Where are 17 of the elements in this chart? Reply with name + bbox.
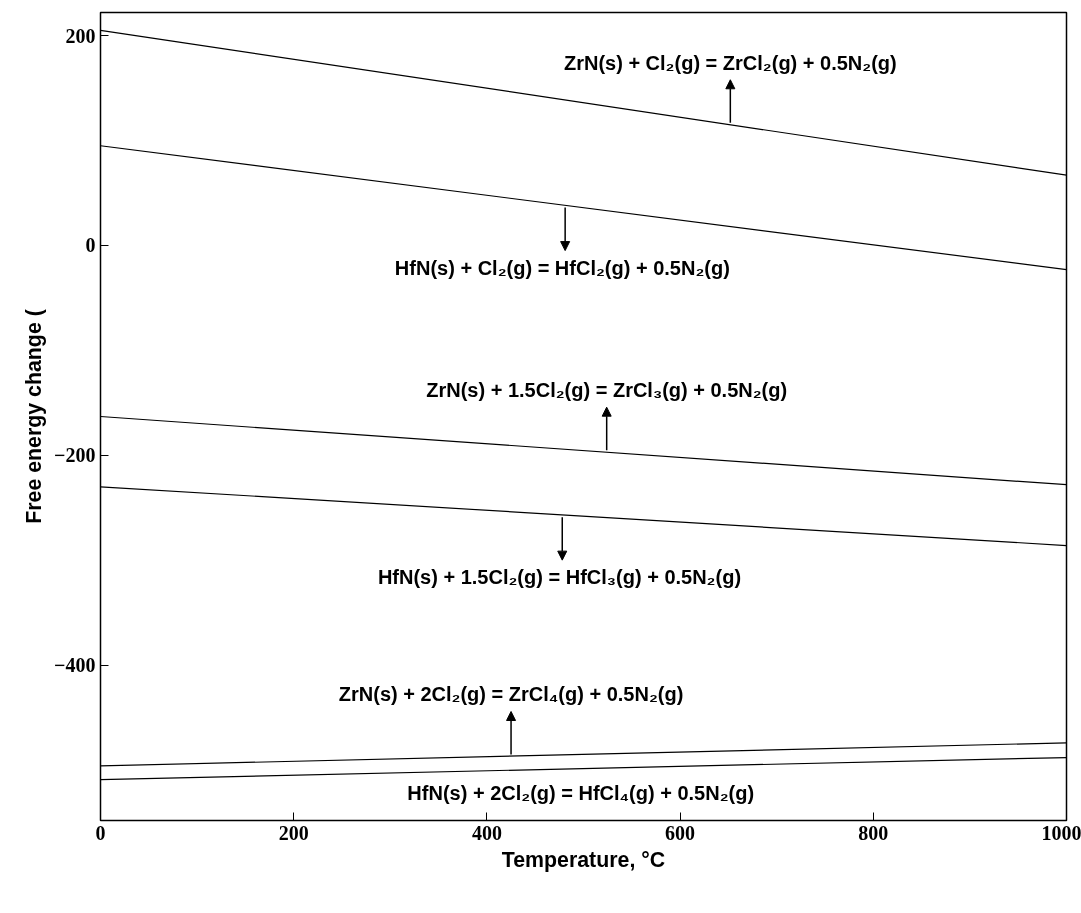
y-tick-label: −200 [54,444,96,467]
x-tick-label: 800 [858,821,889,844]
annotation: ZrN(s) + Cl₂(g) = ZrCl₂(g) + 0.5N₂(g) [563,51,897,74]
x-tick-label: 400 [471,821,502,844]
y-tick-label: 200 [65,24,96,47]
annotation: HfN(s) + 2Cl₂(g) = HfCl₄(g) + 0.5N₂(g) [407,781,755,804]
y-tick-label: 0 [85,234,96,257]
y-tick-label: −400 [54,654,96,677]
x-tick-label: 200 [278,821,309,844]
annotation: ZrN(s) + 1.5Cl₂(g) = ZrCl₃(g) + 0.5N₂(g) [426,379,788,402]
annotation: HfN(s) + Cl₂(g) = HfCl₂(g) + 0.5N₂(g) [394,256,730,279]
y-axis-title: Free energy change ( [22,308,47,524]
annotation: ZrN(s) + 2Cl₂(g) = ZrCl₄(g) + 0.5N₂(g) [338,683,684,706]
x-axis-title: Temperature, °C [501,847,666,872]
x-tick-label: 600 [665,821,696,844]
annotation: HfN(s) + 1.5Cl₂(g) = HfCl₃(g) + 0.5N₂(g) [377,566,742,589]
x-tick-label: 1000 [1041,821,1081,844]
